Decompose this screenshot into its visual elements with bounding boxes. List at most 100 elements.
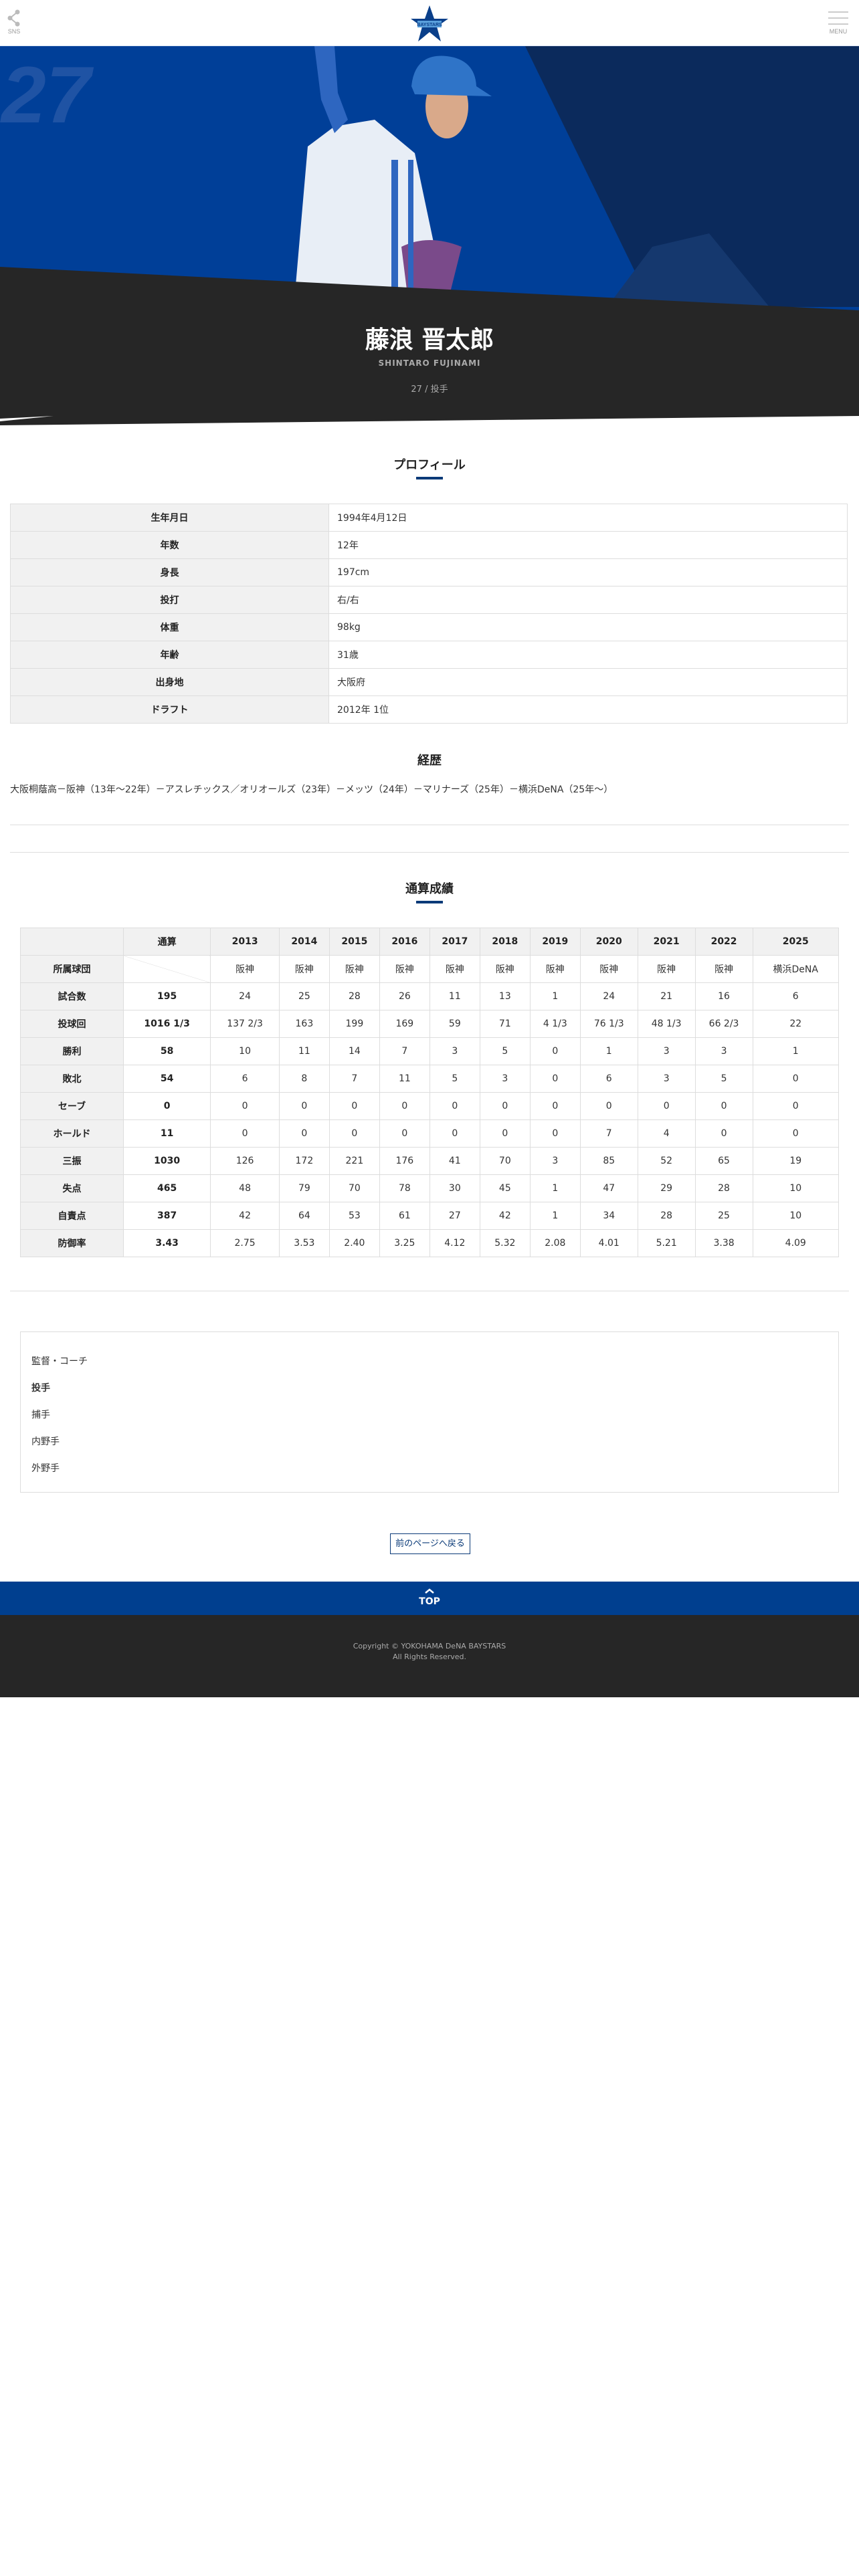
- stat-cell: 78: [379, 1174, 430, 1202]
- column-header: 2019: [529, 928, 581, 956]
- position-link[interactable]: 内野手: [31, 1436, 60, 1447]
- position-link[interactable]: 外野手: [31, 1463, 60, 1474]
- back-button[interactable]: 前のページへ戻る: [390, 1533, 470, 1554]
- career-text: 大阪桐蔭高－阪神（13年～22年）－アスレチックス／オリオールズ（23年）－メッ…: [10, 784, 613, 795]
- profile-value: 大阪府: [328, 668, 848, 696]
- team-cell: 阪神: [429, 955, 480, 983]
- team-cell: 阪神: [328, 955, 380, 983]
- stat-cell: 3: [529, 1147, 581, 1175]
- team-cell: 横浜DeNA: [752, 955, 840, 983]
- stat-cell: 0: [122, 1092, 211, 1120]
- stat-cell: 1: [752, 1037, 840, 1065]
- profile-value: 2012年 1位: [328, 695, 848, 724]
- position-link[interactable]: 監督・コーチ: [31, 1356, 88, 1367]
- top-button[interactable]: TOP: [0, 1582, 859, 1615]
- column-header: 2021: [637, 928, 696, 956]
- position-link[interactable]: 捕手: [31, 1410, 50, 1420]
- stat-cell: 0: [278, 1119, 330, 1148]
- column-header: 2022: [694, 928, 753, 956]
- row-header: 試合数: [20, 982, 124, 1010]
- stat-cell: 2.40: [328, 1229, 380, 1257]
- team-cell: [122, 955, 211, 983]
- column-header: 2015: [328, 928, 380, 956]
- player-number-position: 27 / 投手: [411, 385, 448, 395]
- profile-value: 31歳: [328, 641, 848, 669]
- stat-cell: 47: [579, 1174, 638, 1202]
- stat-cell: 0: [529, 1065, 581, 1093]
- player-name: 藤浪 晋太郎: [365, 326, 494, 354]
- sns-label: SNS: [7, 28, 21, 35]
- stat-cell: 27: [429, 1202, 480, 1230]
- team-cell: 阪神: [278, 955, 330, 983]
- stat-cell: 0: [429, 1092, 480, 1120]
- title-underline: [416, 477, 443, 479]
- baystars-star-logo-icon: BAYSTARS: [411, 5, 448, 41]
- player-photo: [294, 46, 492, 300]
- stat-cell: 4.09: [752, 1229, 840, 1257]
- stat-cell: 1016 1/3: [122, 1010, 211, 1038]
- stat-cell: 48: [210, 1174, 280, 1202]
- stat-cell: 11: [122, 1119, 211, 1148]
- stat-cell: 6: [752, 982, 840, 1010]
- menu-button[interactable]: MENU: [828, 9, 848, 35]
- row-header: セーブ: [20, 1092, 124, 1120]
- footer: Copyright © YOKOHAMA DeNA BAYSTARS All R…: [0, 1615, 859, 1697]
- stat-cell: 70: [328, 1174, 380, 1202]
- profile-row: 身長 197cm: [10, 558, 848, 586]
- logo[interactable]: BAYSTARS: [409, 4, 450, 45]
- position-link[interactable]: 投手: [31, 1383, 50, 1394]
- stat-cell: 85: [579, 1147, 638, 1175]
- stat-cell: 199: [328, 1010, 380, 1038]
- stat-cell: 61: [379, 1202, 430, 1230]
- profile-label: 年齢: [10, 641, 329, 669]
- profile-label: 年数: [10, 531, 329, 559]
- stat-cell: 7: [328, 1065, 380, 1093]
- profile-row: 年数 12年: [10, 531, 848, 559]
- stat-cell: 76 1/3: [579, 1010, 638, 1038]
- share-icon: [7, 9, 20, 27]
- stat-cell: 24: [210, 982, 280, 1010]
- stat-cell: 54: [122, 1065, 211, 1093]
- stat-cell: 0: [429, 1119, 480, 1148]
- stat-cell: 3.53: [278, 1229, 330, 1257]
- stat-cell: 58: [122, 1037, 211, 1065]
- stat-cell: 14: [328, 1037, 380, 1065]
- row-header: 勝利: [20, 1037, 124, 1065]
- stat-cell: 28: [694, 1174, 753, 1202]
- stats-row: 失点 465 48 79 70 78 30 45 1 47 29 28 10: [20, 1174, 840, 1202]
- stat-cell: 221: [328, 1147, 380, 1175]
- sns-button[interactable]: SNS: [7, 9, 21, 35]
- stat-cell: 64: [278, 1202, 330, 1230]
- stat-cell: 2.75: [210, 1229, 280, 1257]
- column-header: 2018: [479, 928, 531, 956]
- stat-cell: 26: [379, 982, 430, 1010]
- team-row: 所属球団 阪神 阪神 阪神 阪神 阪神 阪神 阪神 阪神 阪神 阪神 横浜DeNA: [20, 955, 840, 983]
- column-header: 2013: [210, 928, 280, 956]
- row-header: ホールド: [20, 1119, 124, 1148]
- column-header: 2020: [579, 928, 638, 956]
- stat-cell: 1: [529, 982, 581, 1010]
- stat-cell: 0: [694, 1092, 753, 1120]
- profile-value: 197cm: [328, 558, 848, 586]
- stat-cell: 1: [529, 1202, 581, 1230]
- profile-label: ドラフト: [10, 695, 329, 724]
- stat-cell: 1030: [122, 1147, 211, 1175]
- stats-row: ホールド 11 0 0 0 0 0 0 0 7 4 0 0: [20, 1119, 840, 1148]
- stat-cell: 11: [278, 1037, 330, 1065]
- stat-cell: 0: [752, 1065, 840, 1093]
- hero-background: [0, 46, 859, 447]
- team-cell: 阪神: [479, 955, 531, 983]
- stats-row: 自責点 387 42 64 53 61 27 42 1 34 28 25 10: [20, 1202, 840, 1230]
- stat-cell: 4.12: [429, 1229, 480, 1257]
- stat-cell: 42: [479, 1202, 531, 1230]
- stat-cell: 28: [637, 1202, 696, 1230]
- stat-cell: 3: [637, 1037, 696, 1065]
- rights: All Rights Reserved.: [392, 1652, 467, 1661]
- stat-cell: 8: [278, 1065, 330, 1093]
- stat-cell: 28: [328, 982, 380, 1010]
- team-cell: 阪神: [579, 955, 638, 983]
- row-header: 所属球団: [20, 955, 124, 983]
- column-header: 2025: [752, 928, 840, 956]
- stat-cell: 176: [379, 1147, 430, 1175]
- stat-cell: 34: [579, 1202, 638, 1230]
